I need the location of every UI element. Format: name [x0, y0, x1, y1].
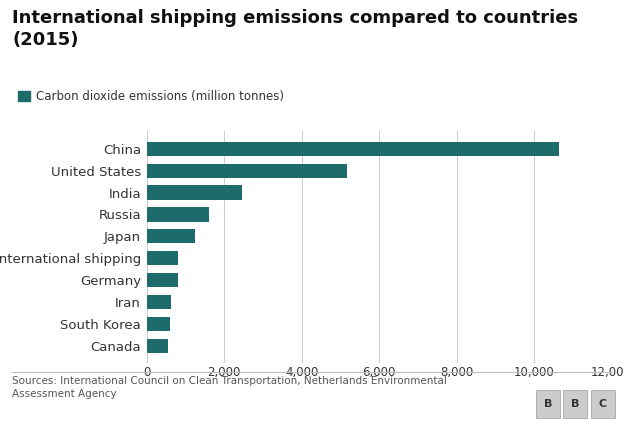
Bar: [147, 317, 170, 331]
Text: B: B: [571, 399, 580, 409]
Text: Sources: International Council on Clean Transportation, Netherlands Environmenta: Sources: International Council on Clean …: [12, 376, 447, 399]
Bar: [147, 163, 347, 178]
Bar: [147, 273, 178, 287]
Bar: [147, 338, 168, 353]
Text: International shipping emissions compared to countries
(2015): International shipping emissions compare…: [12, 9, 578, 49]
Text: B: B: [544, 399, 552, 409]
Bar: [147, 251, 178, 265]
Bar: [147, 142, 559, 156]
Bar: [147, 207, 209, 221]
Bar: [147, 229, 195, 243]
Legend: Carbon dioxide emissions (million tonnes): Carbon dioxide emissions (million tonnes…: [18, 90, 284, 103]
Text: C: C: [598, 399, 607, 409]
Bar: [147, 185, 241, 200]
Bar: [147, 295, 171, 309]
